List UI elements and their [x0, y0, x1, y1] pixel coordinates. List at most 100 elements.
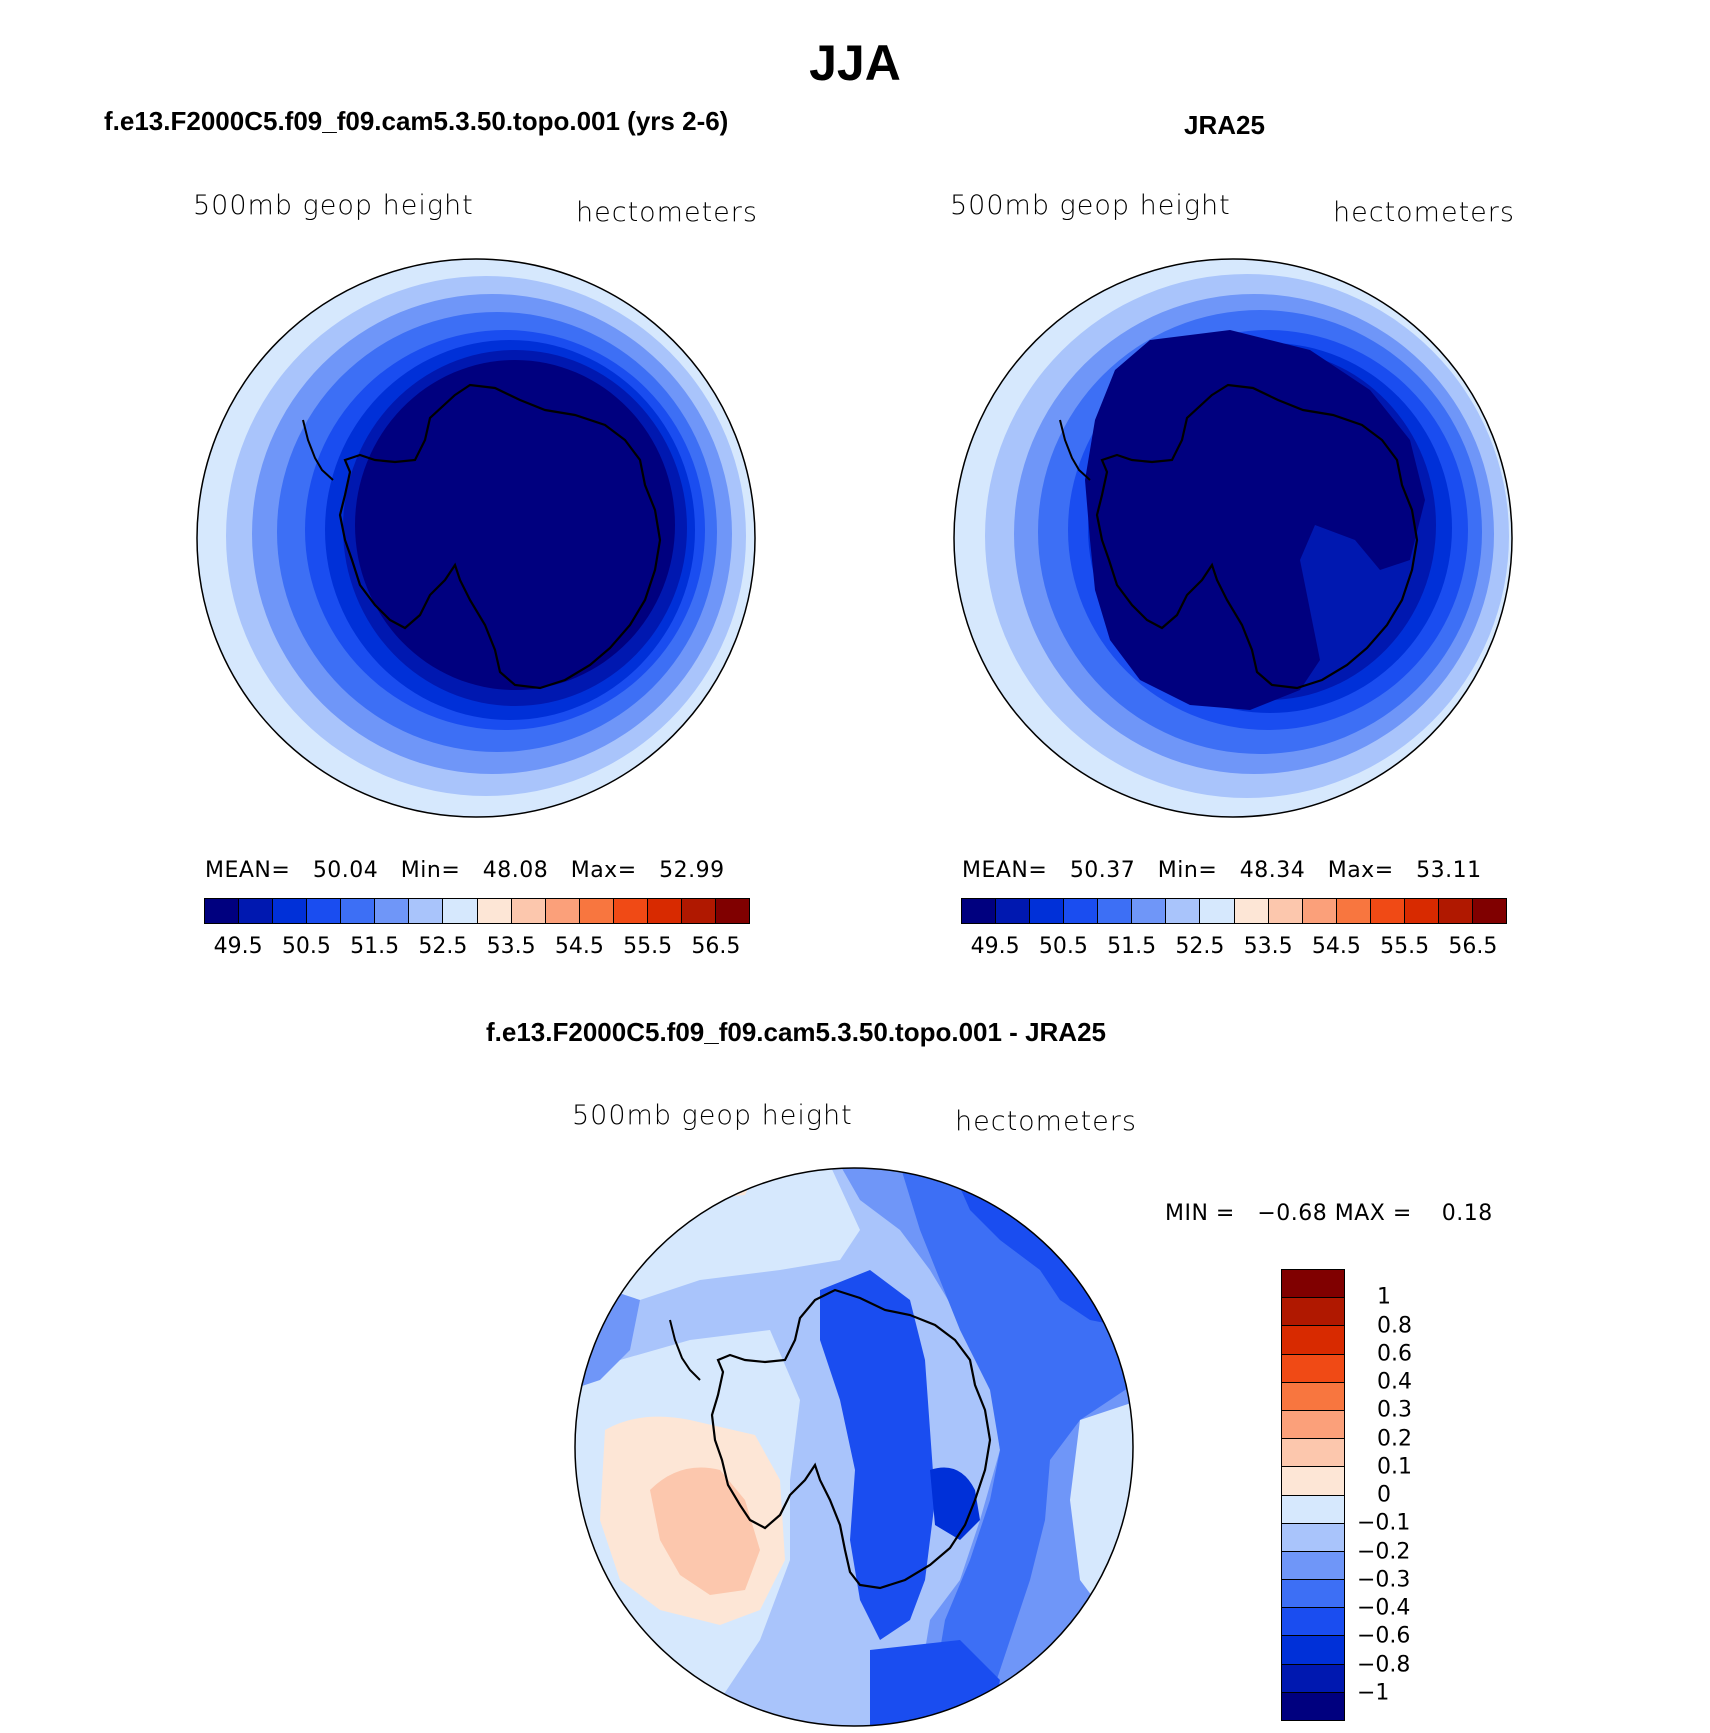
colorbar-cell	[1282, 1382, 1344, 1411]
colorbar-tick-label: 49.5	[970, 934, 1020, 959]
colorbar-cell	[1282, 1608, 1344, 1637]
colorbar-tick-label: 0.3	[1377, 1397, 1412, 1423]
colorbar-cell	[1282, 1410, 1344, 1440]
colorbar-cell	[1404, 899, 1439, 923]
colorbar-cell	[1268, 899, 1303, 923]
colorbar-cell	[1132, 899, 1167, 923]
colorbar-tick-label: −0.2	[1357, 1539, 1411, 1564]
colorbar-tick-label: 51.5	[350, 934, 400, 959]
colorbar-cell	[1282, 1495, 1344, 1524]
diff-panel-title: f.e13.F2000C5.f09_f09.cam5.3.50.topo.001…	[486, 1017, 1107, 1047]
colorbar-cell	[273, 899, 308, 923]
colorbar-cell	[341, 899, 376, 923]
figure-title: JJA	[809, 35, 901, 91]
obs-panel-title: JRA25	[1184, 110, 1265, 140]
colorbar-tick-label: 54.5	[1311, 934, 1361, 959]
colorbar-cell	[613, 899, 648, 923]
colorbar-cell	[511, 899, 546, 923]
model-colorbar-labels: 49.5 50.5 51.5 52.5 53.5 54.5 55.5 56.5	[204, 934, 750, 964]
colorbar-tick-label: −0.1	[1357, 1510, 1411, 1536]
colorbar-cell	[1200, 899, 1235, 923]
colorbar-cell	[1282, 1326, 1344, 1355]
colorbar-tick-label: 52.5	[418, 934, 468, 959]
colorbar-tick-label: 50.5	[1038, 934, 1088, 959]
colorbar-cell	[443, 899, 478, 923]
model-variable-label: 500mb geop height	[193, 190, 474, 221]
colorbar-cell	[205, 899, 240, 923]
colorbar-cell	[307, 899, 342, 923]
colorbar-tick-label: 54.5	[554, 934, 604, 959]
model-panel-title: f.e13.F2000C5.f09_f09.cam5.3.50.topo.001…	[104, 106, 729, 136]
colorbar-cell	[1282, 1664, 1344, 1693]
colorbar-cell	[1302, 899, 1337, 923]
model-units-label: hectometers	[576, 197, 758, 228]
colorbar-tick-label: 0	[1377, 1482, 1391, 1508]
diff-colorbar-labels: 1 0.8 0.6 0.4 0.3 0.2 0.1 0 −0.1 −0.2 −0.3 −0.4 −0.6…	[1357, 1269, 1437, 1721]
colorbar-cell	[1282, 1354, 1344, 1383]
colorbar-cell	[409, 899, 444, 923]
colorbar-tick-label: 56.5	[1448, 934, 1498, 959]
colorbar-cell	[1336, 899, 1371, 923]
colorbar-tick-label: 51.5	[1107, 934, 1157, 959]
colorbar-tick-label: 55.5	[623, 934, 673, 959]
colorbar-tick-label: 1	[1377, 1284, 1391, 1310]
diff-map-border	[574, 1167, 1134, 1727]
colorbar-tick-label: −0.4	[1357, 1595, 1411, 1621]
colorbar-cell	[1030, 899, 1065, 923]
colorbar-tick-label: 53.5	[1243, 934, 1293, 959]
colorbar-tick-label: 56.5	[691, 934, 741, 959]
obs-units-label: hectometers	[1333, 197, 1515, 228]
colorbar-cell	[375, 899, 410, 923]
colorbar-tick-label: 50.5	[281, 934, 331, 959]
diff-antarctica-outline	[710, 1288, 992, 1590]
obs-colorbar-labels: 49.5 50.5 51.5 52.5 53.5 54.5 55.5 56.5	[961, 934, 1507, 964]
obs-variable-label: 500mb geop height	[950, 190, 1231, 221]
colorbar-cell	[477, 899, 512, 923]
colorbar-cell	[1282, 1298, 1344, 1327]
colorbar-cell	[1282, 1270, 1344, 1299]
colorbar-cell	[1166, 899, 1201, 923]
colorbar-cell	[1282, 1467, 1344, 1496]
colorbar-tick-label: 0.8	[1377, 1313, 1412, 1338]
colorbar-cell	[1438, 899, 1473, 923]
diff-minmax-stat: MIN = −0.68 MAX = 0.18	[1165, 1201, 1493, 1226]
colorbar-cell	[1370, 899, 1405, 923]
colorbar-cell	[715, 899, 749, 923]
colorbar-cell	[1098, 899, 1133, 923]
colorbar-cell	[996, 899, 1031, 923]
colorbar-tick-label: 52.5	[1175, 934, 1225, 959]
colorbar-cell	[647, 899, 682, 923]
colorbar-tick-label: 55.5	[1380, 934, 1430, 959]
colorbar-tick-label: 0.1	[1377, 1454, 1412, 1480]
colorbar-cell	[962, 899, 997, 923]
colorbar-tick-label: 0.6	[1377, 1341, 1412, 1367]
colorbar-cell	[681, 899, 716, 923]
obs-map-border	[953, 258, 1513, 818]
colorbar-tick-label: 0.2	[1377, 1426, 1412, 1451]
colorbar-tick-label: −0.6	[1357, 1623, 1411, 1649]
colorbar-cell	[1282, 1523, 1344, 1552]
colorbar-cell	[579, 899, 614, 923]
obs-colorbar	[961, 898, 1507, 924]
colorbar-tick-label: 49.5	[213, 934, 263, 959]
colorbar-tick-label: −0.3	[1357, 1567, 1411, 1593]
colorbar-cell	[1064, 899, 1099, 923]
diff-units-label: hectometers	[955, 1106, 1137, 1137]
diff-colorbar	[1281, 1269, 1345, 1721]
model-mean-stat: MEAN= 50.04 Min= 48.08 Max= 52.99	[205, 858, 725, 883]
colorbar-cell	[1234, 899, 1269, 923]
diff-variable-label: 500mb geop height	[572, 1100, 853, 1131]
colorbar-tick-label: −1	[1357, 1680, 1390, 1706]
colorbar-tick-label: 0.4	[1377, 1369, 1412, 1395]
colorbar-cell	[239, 899, 274, 923]
colorbar-cell	[1282, 1692, 1344, 1720]
colorbar-cell	[1282, 1636, 1344, 1665]
colorbar-cell	[1282, 1439, 1344, 1468]
obs-mean-stat: MEAN= 50.37 Min= 48.34 Max= 53.11	[962, 858, 1482, 883]
colorbar-cell	[1472, 899, 1506, 923]
colorbar-cell	[545, 899, 580, 923]
model-map-border	[196, 258, 756, 818]
